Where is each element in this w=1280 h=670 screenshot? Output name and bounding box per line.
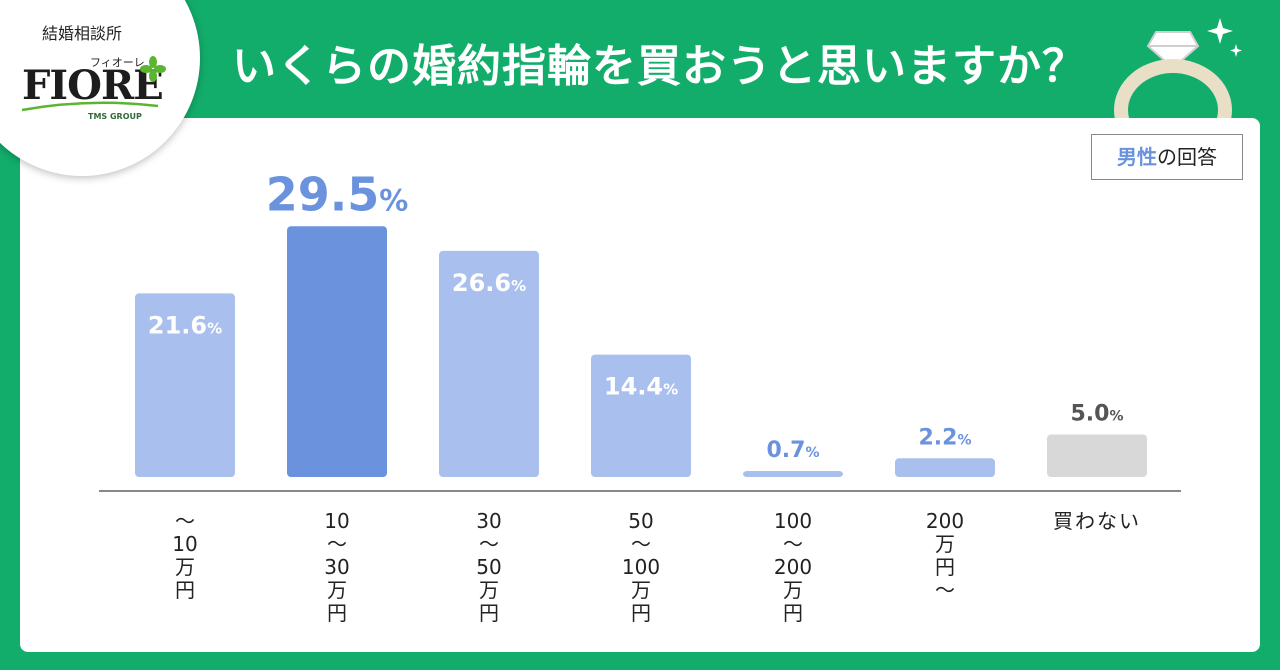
x-tick-label-part: 円 bbox=[935, 555, 955, 579]
x-tick-label-part: ～ bbox=[783, 532, 803, 556]
x-tick-label: 50 ～ 100 万円 bbox=[611, 510, 671, 625]
bar bbox=[439, 250, 539, 477]
value-label: 21.6% bbox=[148, 311, 222, 339]
x-tick-label-part: 50 bbox=[476, 555, 502, 579]
x-tick-label-part: 50 bbox=[628, 509, 654, 533]
x-tick-label: ～ 10 万円 bbox=[155, 510, 215, 602]
ring-illustration bbox=[1114, 18, 1242, 130]
x-tick-label: 買わない bbox=[1037, 510, 1157, 533]
x-tick-label-part: 円 bbox=[631, 601, 651, 625]
x-tick-label-part: 10 bbox=[324, 509, 350, 533]
x-tick-label-part: 30 bbox=[476, 509, 502, 533]
bar bbox=[895, 458, 995, 477]
x-tick-label: 200 万円～ bbox=[915, 510, 975, 602]
bar bbox=[135, 293, 235, 477]
legend-key: 男性 bbox=[1117, 145, 1157, 169]
logo-swoosh bbox=[21, 101, 159, 112]
x-tick-label-part: 200 bbox=[773, 555, 813, 579]
x-tick-label-part: 100 bbox=[773, 509, 813, 533]
bar bbox=[743, 471, 843, 477]
legend-rest: の回答 bbox=[1157, 145, 1217, 169]
diamond-icon bbox=[1146, 31, 1200, 70]
sparkle-small-icon bbox=[1230, 44, 1242, 57]
leaf-icon bbox=[140, 56, 166, 82]
x-tick-label-part: 円 bbox=[327, 601, 347, 625]
x-tick-label-part: ～ bbox=[327, 532, 347, 556]
sparkle-icon bbox=[1207, 18, 1233, 44]
legend: 男性の回答 bbox=[1091, 134, 1243, 180]
logo-kana: フィオーレ bbox=[90, 56, 145, 69]
logo-brand: FIORE bbox=[22, 62, 164, 109]
x-tick-label-part: 100 bbox=[621, 555, 661, 579]
x-tick-label-part: ～ bbox=[935, 578, 955, 602]
x-tick-label-part: ～ bbox=[175, 509, 195, 533]
x-tick-label-part: ～ bbox=[631, 532, 651, 556]
x-tick-label-part: 30 bbox=[324, 555, 350, 579]
bar bbox=[591, 354, 691, 477]
x-tick-label-part: 円 bbox=[783, 601, 803, 625]
x-tick-label: 10 ～ 30 万円 bbox=[307, 510, 367, 625]
bar bbox=[1047, 434, 1147, 477]
value-label: 29.5% bbox=[266, 167, 409, 221]
bar bbox=[287, 226, 387, 477]
value-label: 14.4% bbox=[604, 373, 678, 401]
logo-group: TMS GROUP bbox=[88, 112, 142, 121]
x-tick-label-part: 円 bbox=[175, 578, 195, 602]
chart-title: いくらの婚約指輪を買おうと思いますか？ bbox=[232, 41, 1087, 92]
value-label: 26.6% bbox=[452, 269, 526, 297]
x-tick-label: 30 ～ 50 万円 bbox=[459, 510, 519, 625]
x-tick-label-part: 買わない bbox=[1053, 509, 1141, 533]
x-tick-label: 100 ～ 200 万円 bbox=[763, 510, 823, 625]
x-tick-label-part: 万 bbox=[631, 578, 651, 602]
x-tick-label-part: 円 bbox=[479, 601, 499, 625]
logo-tagline: 結婚相談所 bbox=[42, 24, 123, 43]
value-label: 2.2% bbox=[918, 425, 971, 450]
x-tick-label-part: 万 bbox=[175, 555, 195, 579]
x-tick-label-part: 万 bbox=[935, 532, 955, 556]
x-tick-label-part: 10 bbox=[172, 532, 198, 556]
value-label: 5.0% bbox=[1070, 402, 1123, 427]
x-tick-label-part: ～ bbox=[479, 532, 499, 556]
x-tick-label-part: 万 bbox=[327, 578, 347, 602]
x-tick-label-part: 200 bbox=[925, 509, 965, 533]
x-tick-label-part: 万 bbox=[479, 578, 499, 602]
x-tick-label-part: 万 bbox=[783, 578, 803, 602]
value-label: 0.7% bbox=[766, 438, 819, 463]
